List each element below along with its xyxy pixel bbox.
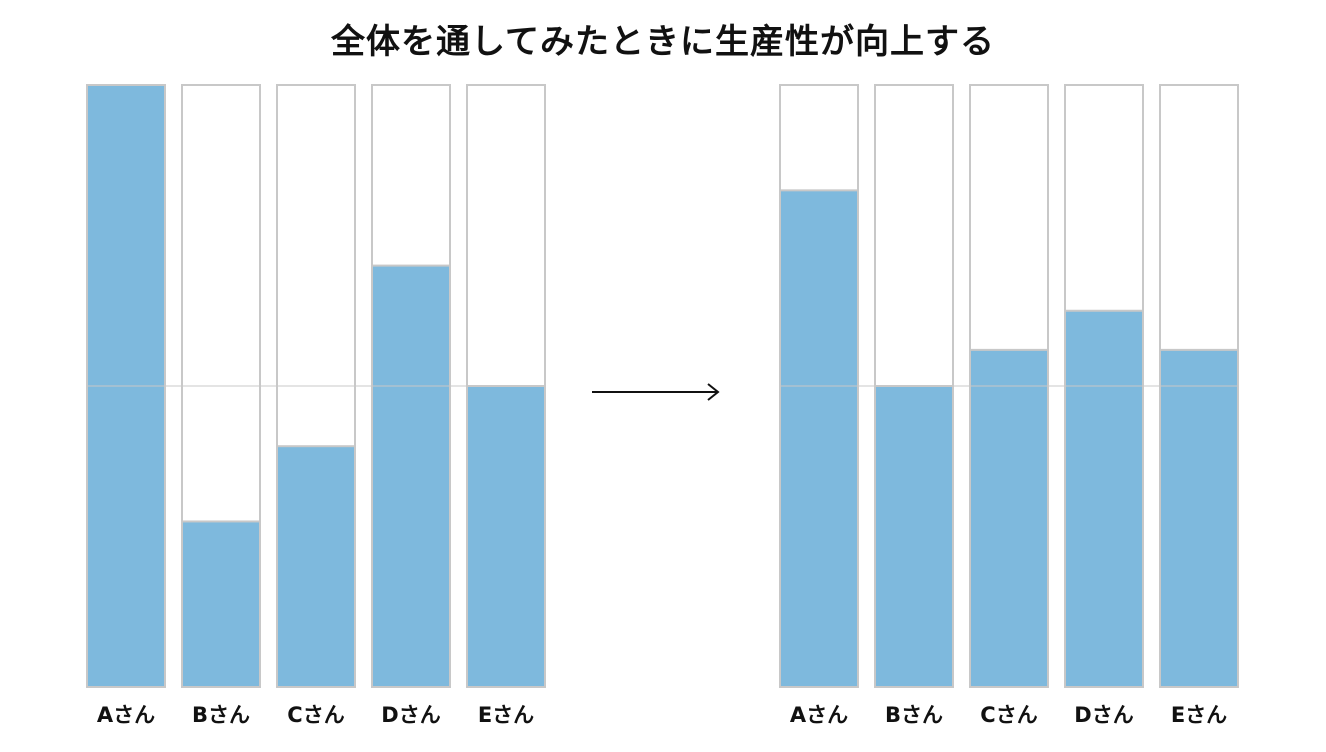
bar-Cさん	[276, 445, 356, 689]
bar-Aさん	[779, 189, 859, 688]
bar-label: Cさん	[287, 703, 344, 727]
bar-label: Cさん	[980, 703, 1037, 727]
after-panel: Aさん Bさん Cさん Dさん Eさん	[779, 84, 1239, 727]
bar-Cさん	[969, 348, 1049, 688]
chart-title: 全体を通してみたときに生産性が向上する	[331, 22, 995, 62]
bar-label: Aさん	[790, 703, 848, 727]
bar-Eさん	[466, 385, 546, 688]
bar-label: Eさん	[1171, 703, 1227, 727]
bar-Dさん	[371, 264, 451, 688]
bar-label: Aさん	[97, 703, 155, 727]
bar-label: Eさん	[478, 703, 534, 727]
bar-label: Bさん	[192, 703, 250, 727]
before-panel: Aさん Bさん Cさん Dさん Eさん	[86, 84, 546, 727]
bar-label: Dさん	[1074, 703, 1133, 727]
bar-Eさん	[1159, 348, 1239, 688]
bar-label: Dさん	[381, 703, 440, 727]
bar-Bさん	[181, 520, 261, 689]
bar-label: Bさん	[885, 703, 943, 727]
bar-Dさん	[1064, 309, 1144, 688]
bar-Bさん	[874, 385, 954, 688]
transition-arrow-icon	[592, 383, 720, 401]
